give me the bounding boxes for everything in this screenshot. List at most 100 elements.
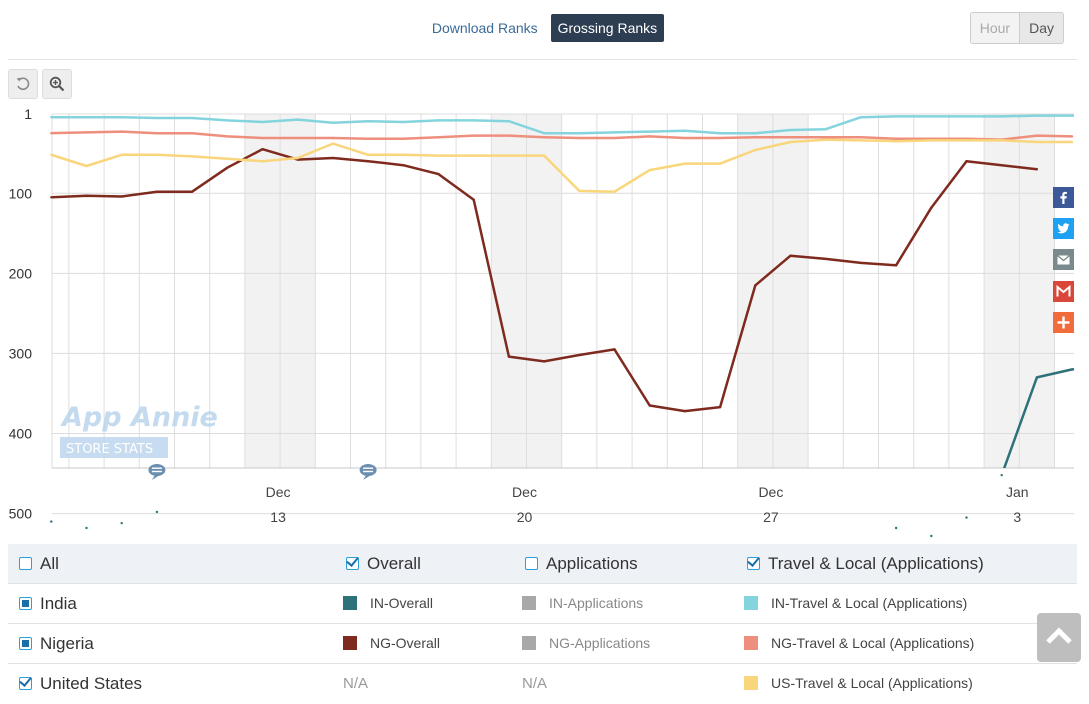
applications-label: Applications — [546, 554, 638, 573]
data-point-ng-overall — [718, 405, 722, 409]
overall-column-checkbox[interactable]: Overall — [346, 544, 421, 583]
series-swatch — [522, 596, 536, 610]
data-point-ng-overall — [578, 353, 581, 357]
y-tick-label: 1 — [24, 106, 32, 122]
legend-item-us-travel[interactable]: US-Travel & Local (Applications) — [744, 664, 973, 703]
legend-item-ng-travel[interactable]: NG-Travel & Local (Applications) — [744, 624, 974, 663]
data-point-in-travel-local-applications — [613, 131, 616, 134]
data-point-us-travel-local-applications — [472, 154, 475, 157]
data-point-ng-overall — [789, 254, 792, 257]
x-tick-date: 27 — [763, 509, 779, 525]
legend-item-ng-overall[interactable]: NG-Overall — [343, 624, 440, 663]
facebook-share-button[interactable] — [1053, 187, 1074, 208]
scroll-to-top-button[interactable] — [1037, 613, 1081, 662]
bubble-line — [151, 467, 162, 469]
data-point-ng-travel-local-applications — [437, 136, 440, 139]
more-share-button[interactable] — [1053, 312, 1074, 333]
data-point-ng-travel-local-applications — [472, 134, 475, 137]
data-point-us-travel-local-applications — [648, 168, 651, 172]
legend-item-in-applications[interactable]: IN-Applications — [522, 584, 643, 623]
bubble-line — [363, 467, 374, 469]
twitter-icon — [1053, 218, 1074, 239]
zoom-button[interactable] — [42, 69, 72, 99]
data-point-ng-overall — [190, 190, 194, 193]
country-label: United States — [40, 674, 143, 693]
x-tick-month: Dec — [266, 484, 291, 500]
series-swatch — [522, 636, 536, 650]
select-all-checkbox[interactable]: All — [19, 544, 59, 583]
data-point-ng-travel-local-applications — [261, 136, 264, 140]
watermark-banner — [60, 437, 168, 458]
data-point-ng-travel-local-applications — [50, 132, 53, 135]
legend-item-in-overall[interactable]: IN-Overall — [343, 584, 433, 623]
data-point-in-travel-local-applications — [1070, 114, 1074, 117]
data-point-ng-overall — [965, 160, 968, 163]
divider — [8, 59, 1077, 60]
data-point-ng-overall — [226, 166, 229, 169]
data-point-ng-travel-local-applications — [542, 136, 546, 139]
data-point-in-overall — [85, 526, 88, 530]
data-point-us-travel-local-applications — [1070, 140, 1074, 144]
data-point-in-overall — [1070, 368, 1074, 371]
data-point-in-travel-local-applications — [824, 128, 827, 131]
series-swatch — [343, 636, 357, 650]
nigeria-checkbox[interactable]: Nigeria — [19, 624, 94, 663]
applications-column-checkbox[interactable]: Applications — [525, 544, 638, 583]
day-button[interactable]: Day — [1020, 13, 1063, 43]
checkbox-icon — [19, 557, 32, 570]
data-point-in-travel-local-applications — [402, 120, 405, 124]
data-point-us-travel-local-applications — [718, 162, 722, 165]
data-point-in-travel-local-applications — [50, 116, 53, 119]
data-point-us-travel-local-applications — [965, 139, 968, 142]
y-tick-label: 100 — [9, 185, 33, 201]
data-point-us-travel-local-applications — [789, 140, 792, 144]
reset-zoom-button[interactable] — [8, 69, 38, 99]
overall-label: Overall — [367, 554, 421, 573]
india-checkbox[interactable]: India — [19, 584, 77, 623]
data-point-us-travel-local-applications — [296, 156, 299, 160]
gmail-share-button[interactable] — [1053, 281, 1074, 302]
data-point-ng-travel-local-applications — [613, 136, 616, 140]
data-point-ng-overall — [50, 196, 53, 199]
series-label: US-Travel & Local (Applications) — [771, 675, 973, 691]
data-point-ng-overall — [894, 264, 898, 267]
series-label: IN-Applications — [549, 595, 644, 611]
data-point-ng-overall — [402, 164, 405, 167]
data-point-us-travel-local-applications — [155, 153, 159, 157]
data-point-ng-overall — [683, 409, 687, 413]
legend-item-ng-applications[interactable]: NG-Applications — [522, 624, 650, 663]
data-point-ng-travel-local-applications — [824, 136, 827, 139]
na-label: N/A — [522, 675, 548, 692]
data-point-in-travel-local-applications — [683, 129, 687, 133]
checkbox-checked-icon — [19, 677, 32, 690]
data-point-us-travel-local-applications — [613, 190, 616, 193]
data-point-in-travel-local-applications — [542, 132, 546, 135]
checkbox-icon — [525, 557, 538, 570]
data-point-ng-travel-local-applications — [155, 132, 159, 135]
email-icon — [1053, 249, 1074, 270]
data-point-in-travel-local-applications — [296, 118, 299, 121]
data-point-us-travel-local-applications — [894, 140, 898, 143]
data-point-ng-travel-local-applications — [1070, 135, 1074, 138]
hour-button[interactable]: Hour — [970, 13, 1021, 43]
na-label: N/A — [343, 675, 369, 692]
watermark-subtitle: STORE STATS — [66, 442, 153, 457]
email-share-button[interactable] — [1053, 249, 1074, 270]
data-point-ng-travel-local-applications — [1035, 134, 1039, 137]
twitter-share-button[interactable] — [1053, 218, 1074, 239]
checkbox-partial-icon — [19, 637, 32, 650]
annotation-bubble-icon[interactable] — [148, 464, 166, 480]
data-point-ng-travel-local-applications — [578, 136, 581, 140]
united-states-checkbox[interactable]: United States — [19, 664, 142, 703]
data-point-ng-overall — [859, 261, 863, 265]
travel-label: Travel & Local (Applications) — [768, 554, 984, 573]
data-point-ng-travel-local-applications — [648, 135, 651, 138]
legend-item-in-travel[interactable]: IN-Travel & Local (Applications) — [744, 584, 967, 623]
tab-download-ranks[interactable]: Download Ranks — [431, 20, 538, 36]
travel-column-checkbox[interactable]: Travel & Local (Applications) — [747, 544, 984, 583]
data-point-us-travel-local-applications — [226, 157, 229, 161]
tab-grossing-ranks[interactable]: Grossing Ranks — [550, 14, 665, 42]
x-tick-month: Jan — [1006, 484, 1029, 500]
annotation-bubble-icon[interactable] — [359, 464, 377, 480]
data-point-ng-travel-local-applications — [366, 137, 370, 141]
